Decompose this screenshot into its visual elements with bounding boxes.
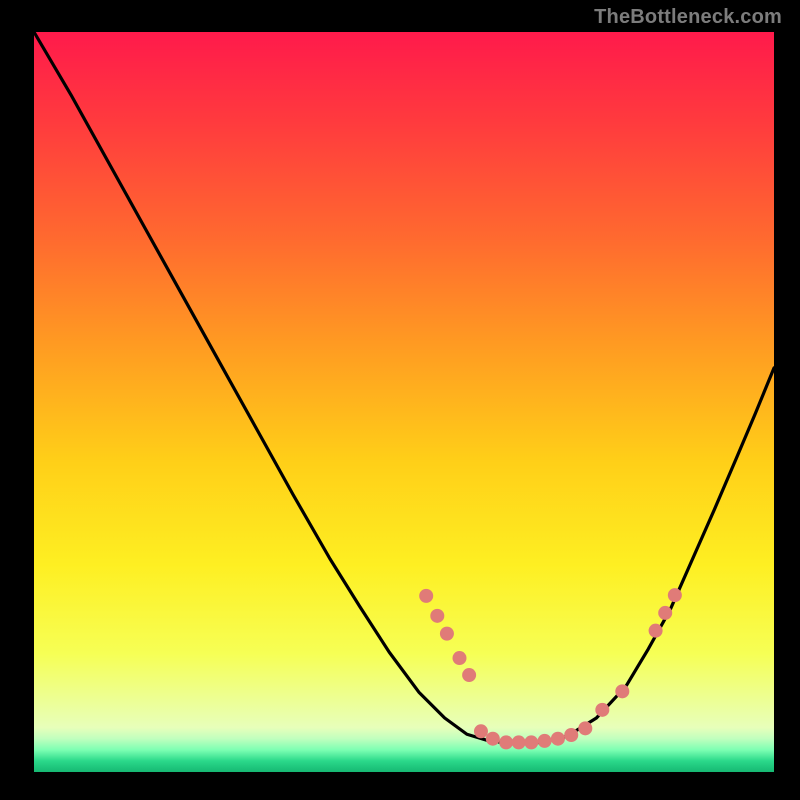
data-marker	[430, 609, 444, 623]
watermark-text: TheBottleneck.com	[594, 6, 782, 29]
data-marker	[668, 588, 682, 602]
chart-container: TheBottleneck.com	[0, 0, 800, 800]
data-marker	[595, 703, 609, 717]
data-marker	[474, 724, 488, 738]
plot-background	[34, 32, 774, 772]
data-marker	[512, 735, 526, 749]
data-marker	[499, 735, 513, 749]
data-marker	[486, 732, 500, 746]
data-marker	[538, 734, 552, 748]
data-marker	[419, 589, 433, 603]
data-marker	[649, 624, 663, 638]
data-marker	[578, 721, 592, 735]
data-marker	[462, 668, 476, 682]
data-marker	[551, 732, 565, 746]
data-marker	[453, 651, 467, 665]
data-marker	[658, 606, 672, 620]
data-marker	[564, 728, 578, 742]
data-marker	[524, 735, 538, 749]
data-marker	[615, 684, 629, 698]
data-marker	[440, 627, 454, 641]
bottleneck-chart	[0, 0, 800, 800]
